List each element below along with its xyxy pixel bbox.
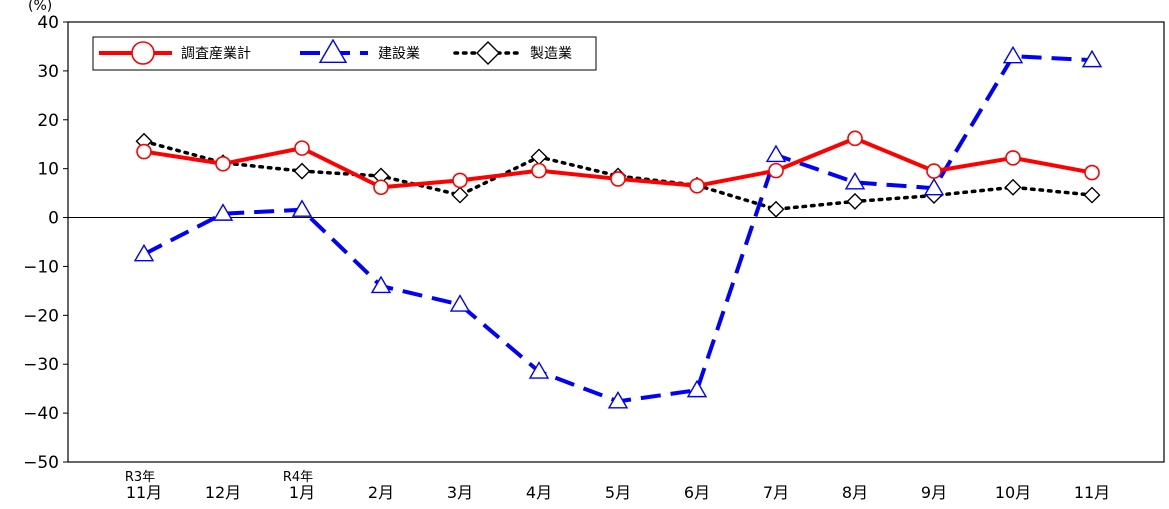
x-tick-label: 5月 (605, 483, 631, 502)
series-0 (136, 130, 1100, 196)
data-point (607, 390, 629, 409)
legend-item: 調査産業計 (99, 41, 251, 65)
data-point (452, 172, 468, 189)
data-point (215, 155, 231, 172)
legend-marker (131, 41, 155, 65)
x-tick-label: 9月 (921, 483, 947, 502)
y-tick-label: 0 (48, 209, 59, 229)
data-point (133, 243, 155, 262)
data-point (294, 140, 310, 156)
series-1 (133, 45, 1103, 409)
y-tick-label: −40 (23, 404, 59, 424)
x-tick-label: 8月 (842, 483, 868, 502)
y-tick-label: −20 (23, 306, 59, 326)
data-point (449, 294, 471, 312)
plot-area (67, 21, 1165, 463)
y-tick-label: −50 (23, 453, 59, 473)
data-point (370, 275, 392, 294)
data-point (531, 162, 547, 179)
legend-label: 建設業 (378, 46, 420, 62)
legend-item: 製造業 (453, 41, 572, 65)
data-point (451, 186, 469, 204)
data-point (528, 361, 550, 379)
x-tick-label: 12月 (205, 483, 241, 502)
data-point (610, 171, 626, 187)
series-layer (133, 45, 1103, 409)
x-tick-label: 4月 (526, 483, 552, 502)
y-axis: 40 30 20 10 0 −10 −20 −30 −40 −50 (23, 13, 68, 473)
data-point (1004, 178, 1022, 196)
data-point (530, 148, 548, 166)
data-point (844, 171, 866, 190)
y-tick-label: −30 (23, 355, 59, 375)
y-tick-label: 10 (37, 160, 59, 180)
legend-label: 製造業 (530, 46, 572, 62)
series-line (143, 54, 1093, 404)
x-tick-label: 10月 (995, 483, 1031, 502)
data-point (847, 130, 863, 147)
data-point (767, 200, 785, 218)
x-tick-label: 7月 (763, 483, 789, 502)
data-point (1081, 49, 1103, 68)
data-point (846, 192, 864, 210)
x-tick-label: 1月 (289, 483, 315, 502)
legend: 調査産業計 建設業 製造業 (92, 36, 597, 71)
data-point (293, 162, 311, 180)
data-point (136, 143, 152, 160)
data-point (291, 199, 313, 217)
x-year-label: R3年 (125, 470, 155, 485)
data-point (212, 203, 234, 221)
y-tick-label: 30 (37, 62, 59, 82)
x-tick-label: 11月 (126, 483, 162, 502)
y-tick-label: −10 (23, 257, 59, 277)
y-unit-label: (%) (28, 0, 52, 14)
data-point (373, 179, 389, 196)
legend-label: 調査産業計 (181, 46, 251, 62)
y-tick-label: 40 (37, 13, 59, 33)
x-year-label: R4年 (283, 470, 313, 485)
data-point (1005, 150, 1021, 166)
data-point (926, 163, 942, 179)
legend-item: 建設業 (300, 38, 420, 64)
data-point (923, 177, 945, 196)
legend-marker (318, 38, 348, 64)
data-point (686, 379, 708, 398)
data-point (1084, 164, 1100, 181)
y-tick-label: 20 (37, 111, 59, 131)
data-point (765, 144, 787, 163)
data-point (689, 177, 705, 194)
x-tick-label: 2月 (368, 483, 394, 502)
data-point (768, 162, 784, 179)
x-tick-label: 3月 (447, 483, 473, 502)
data-point (1083, 186, 1101, 204)
x-tick-label: 11月 (1074, 483, 1110, 502)
plot-frame (67, 21, 1165, 463)
x-tick-label: 6月 (684, 483, 710, 502)
legend-marker (476, 41, 500, 65)
data-point (1002, 45, 1024, 64)
